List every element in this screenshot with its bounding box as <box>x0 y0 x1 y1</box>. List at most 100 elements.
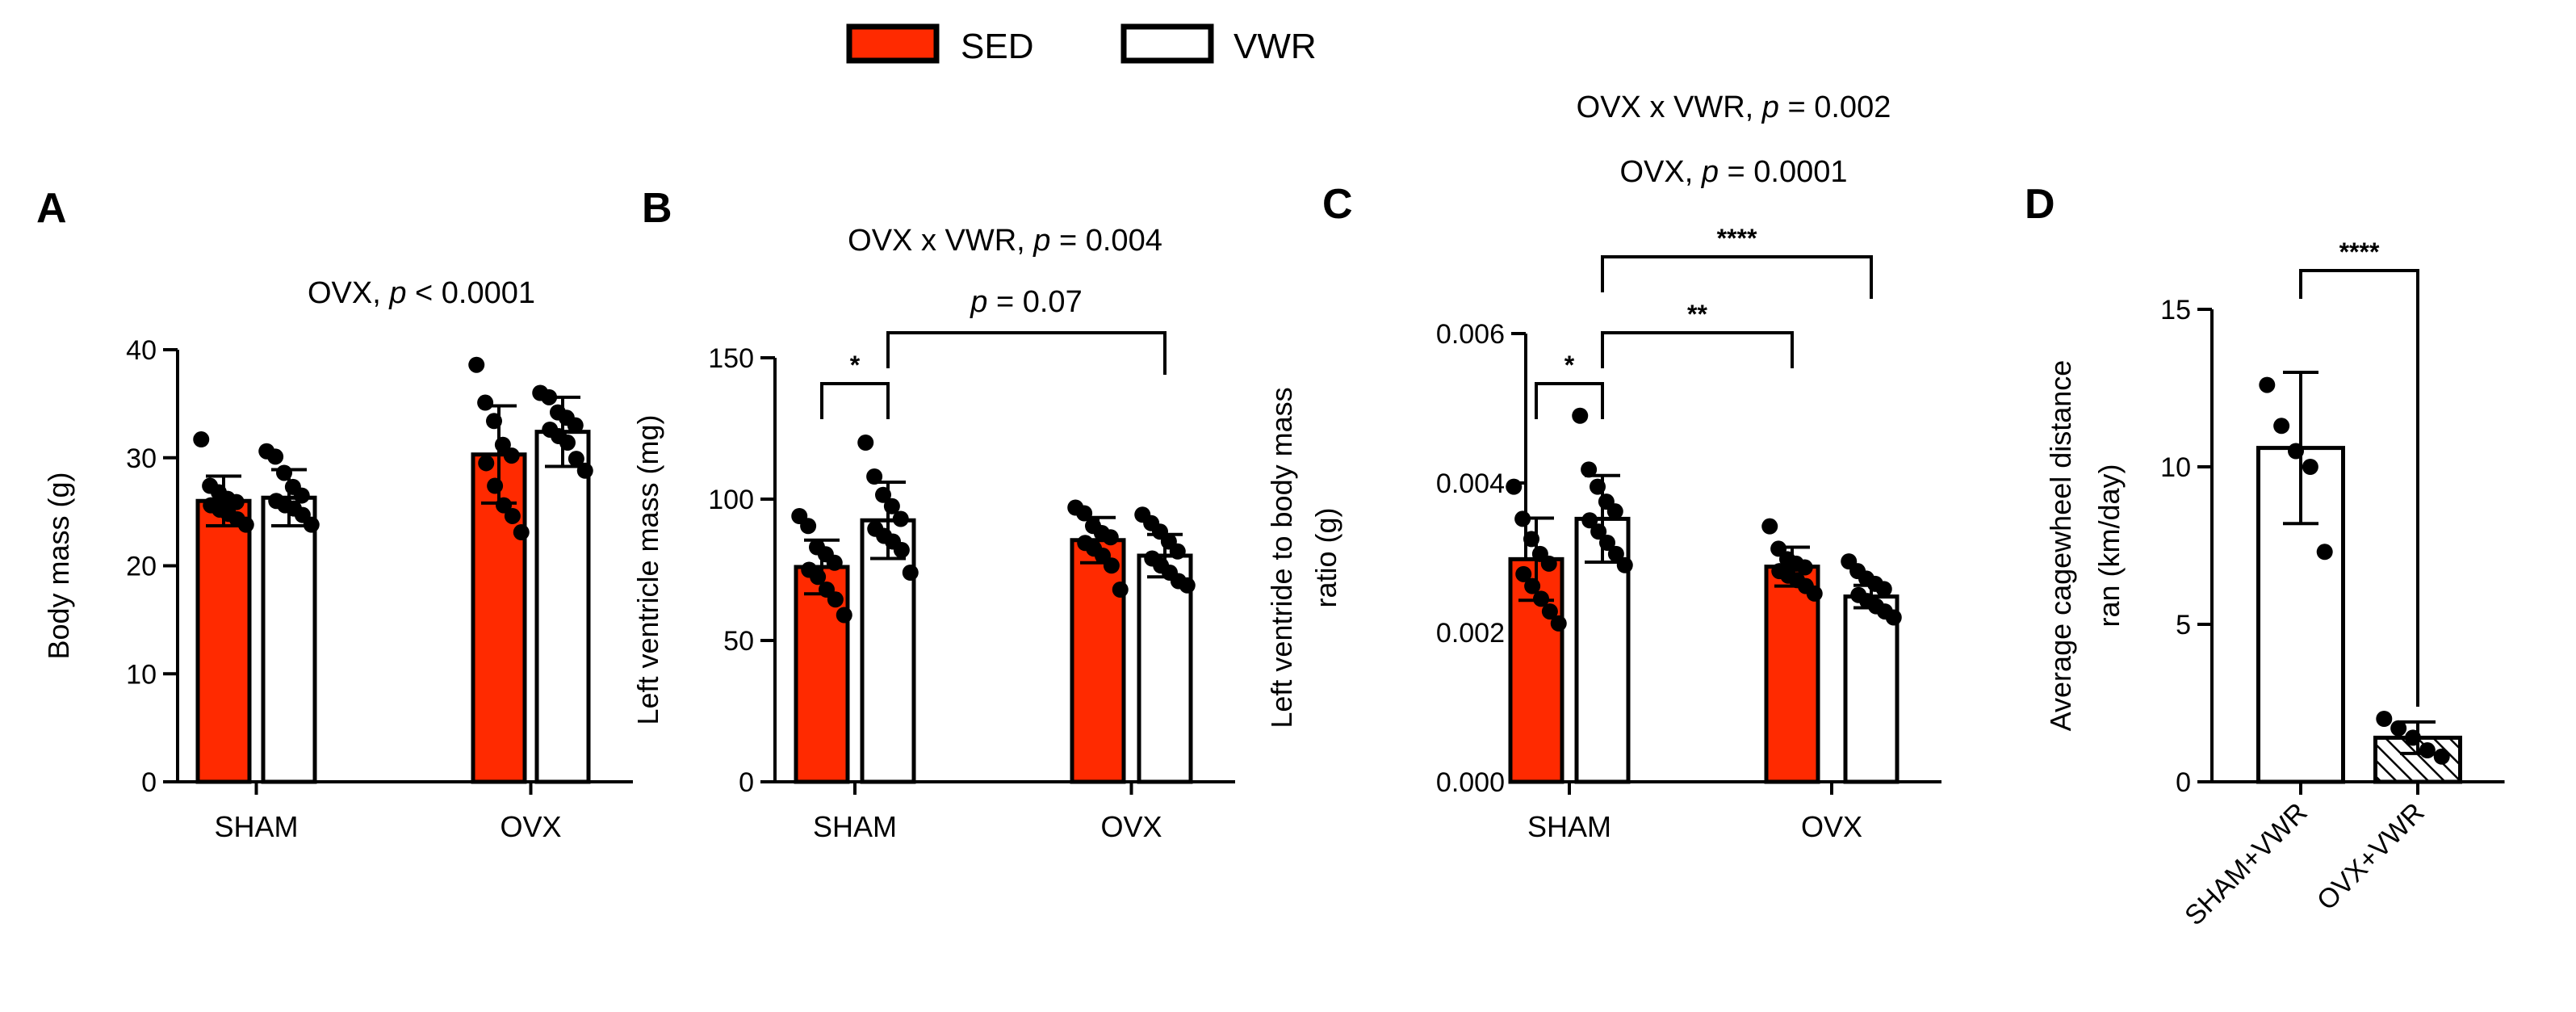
significance-label: * <box>1564 351 1575 380</box>
y-axis-label: Average cagewheel distance <box>2044 360 2077 732</box>
bar <box>261 495 317 784</box>
data-point <box>303 516 320 533</box>
y-tick-label: 20 <box>126 552 157 582</box>
data-point <box>875 486 891 503</box>
data-point <box>486 413 502 430</box>
stat-header: OVX x VWR, p = 0.004 <box>848 224 1162 258</box>
y-tick-label: 100 <box>708 485 754 515</box>
panel-letter-b: B <box>642 185 672 232</box>
data-point <box>2405 729 2421 746</box>
legend-swatch-vwr <box>1120 23 1214 64</box>
data-point <box>2288 443 2304 460</box>
data-point <box>293 487 310 504</box>
data-point <box>1179 577 1196 594</box>
significance-label: * <box>850 351 861 380</box>
data-point <box>1540 555 1557 572</box>
stat-header-pre: OVX, <box>308 276 389 310</box>
x-tick-label: OVX <box>1801 810 1862 843</box>
y-axis-label: ratio (g) <box>1309 507 1342 607</box>
data-point <box>1616 556 1633 573</box>
data-point <box>1761 518 1778 535</box>
data-point <box>193 431 210 448</box>
significance-label-p: p <box>970 285 987 319</box>
stat-header-p: p <box>388 276 406 310</box>
stat-header: OVX, p = 0.0001 <box>1619 155 1847 189</box>
significance-bracket <box>886 331 1167 375</box>
x-tick-label: SHAM <box>214 810 298 843</box>
x-tick-label: OVX <box>1100 810 1162 843</box>
y-tick-label: 0 <box>739 767 754 798</box>
panel-d: D Average cagewheel distance ran (km/day) 0… <box>2025 181 2505 931</box>
data-point <box>1169 543 1186 560</box>
y-tick-label: 0.000 <box>1436 767 1505 798</box>
data-point <box>1514 510 1531 527</box>
data-point <box>836 607 852 624</box>
stat-header-pre: OVX x VWR, <box>848 224 1033 258</box>
data-point <box>2316 544 2333 561</box>
y-axis-label: Body mass (g) <box>42 472 75 659</box>
data-point <box>567 417 584 434</box>
y-tick-label: 30 <box>126 443 157 474</box>
data-point <box>902 565 919 581</box>
data-point <box>237 516 254 533</box>
significance-label: **** <box>1717 224 1757 253</box>
y-tick-label: 150 <box>708 343 754 374</box>
x-tick-label: OVX+VWR <box>2311 797 2431 917</box>
data-point <box>1590 523 1607 540</box>
legend-label-sed: SED <box>961 27 1033 66</box>
bar <box>1070 538 1126 784</box>
data-point <box>1599 535 1615 551</box>
data-point <box>513 524 530 541</box>
data-point <box>1533 590 1549 607</box>
data-point <box>1875 581 1892 598</box>
significance-bracket <box>1601 331 1794 368</box>
x-tick-label: SHAM <box>1527 810 1611 843</box>
panel-b: B Left ventricle mass (mg) 0 50 100 150 SHAM OV… <box>631 185 1235 843</box>
data-point <box>1590 478 1606 495</box>
data-point <box>1550 615 1567 632</box>
panel-letter-d: D <box>2025 181 2055 228</box>
data-point <box>2376 711 2393 727</box>
data-point <box>1572 407 1589 424</box>
y-tick-label: 0.006 <box>1436 319 1505 350</box>
stat-header-post: = 0.0001 <box>1719 155 1848 189</box>
y-tick-label: 5 <box>2176 610 2191 640</box>
y-tick-label: 50 <box>723 626 754 657</box>
data-point <box>468 356 485 373</box>
data-point <box>1796 559 1813 576</box>
stat-header-pre: OVX, <box>1619 155 1701 189</box>
panel-letter-a: A <box>36 185 67 232</box>
data-point <box>1523 531 1539 548</box>
significance-bracket <box>1601 255 1873 299</box>
data-point <box>568 451 584 468</box>
panel-letter-c: C <box>1322 181 1353 228</box>
data-point <box>503 447 520 464</box>
bar <box>1843 594 1900 784</box>
y-axis-label: ran (km/day) <box>2092 464 2126 627</box>
stat-header-post: = 0.002 <box>1779 90 1891 124</box>
stat-header: OVX, p < 0.0001 <box>308 276 535 310</box>
data-point <box>478 455 495 472</box>
x-tick-label: SHAM <box>813 810 897 843</box>
y-tick-label: 15 <box>2160 295 2191 325</box>
y-tick-label: 40 <box>126 335 157 366</box>
y-tick-label: 10 <box>2160 452 2191 483</box>
data-point <box>1112 582 1129 598</box>
significance-label: p = 0.07 <box>970 285 1082 319</box>
data-point <box>810 569 827 586</box>
data-point <box>1541 603 1558 620</box>
stat-header-p: p <box>1761 90 1779 124</box>
data-point <box>2302 459 2318 475</box>
y-tick-label: 10 <box>126 659 157 690</box>
x-tick-label: SHAM+VWR <box>2179 797 2313 931</box>
y-tick-label: 0.004 <box>1436 468 1505 499</box>
data-point <box>866 468 883 485</box>
data-point <box>1885 609 1902 626</box>
data-point <box>2433 748 2450 765</box>
data-point <box>826 554 843 571</box>
legend-swatch-sed <box>846 23 940 64</box>
data-point <box>576 462 593 479</box>
data-point <box>1806 585 1823 602</box>
bar <box>860 518 916 784</box>
y-tick-label: 0.002 <box>1436 618 1505 649</box>
